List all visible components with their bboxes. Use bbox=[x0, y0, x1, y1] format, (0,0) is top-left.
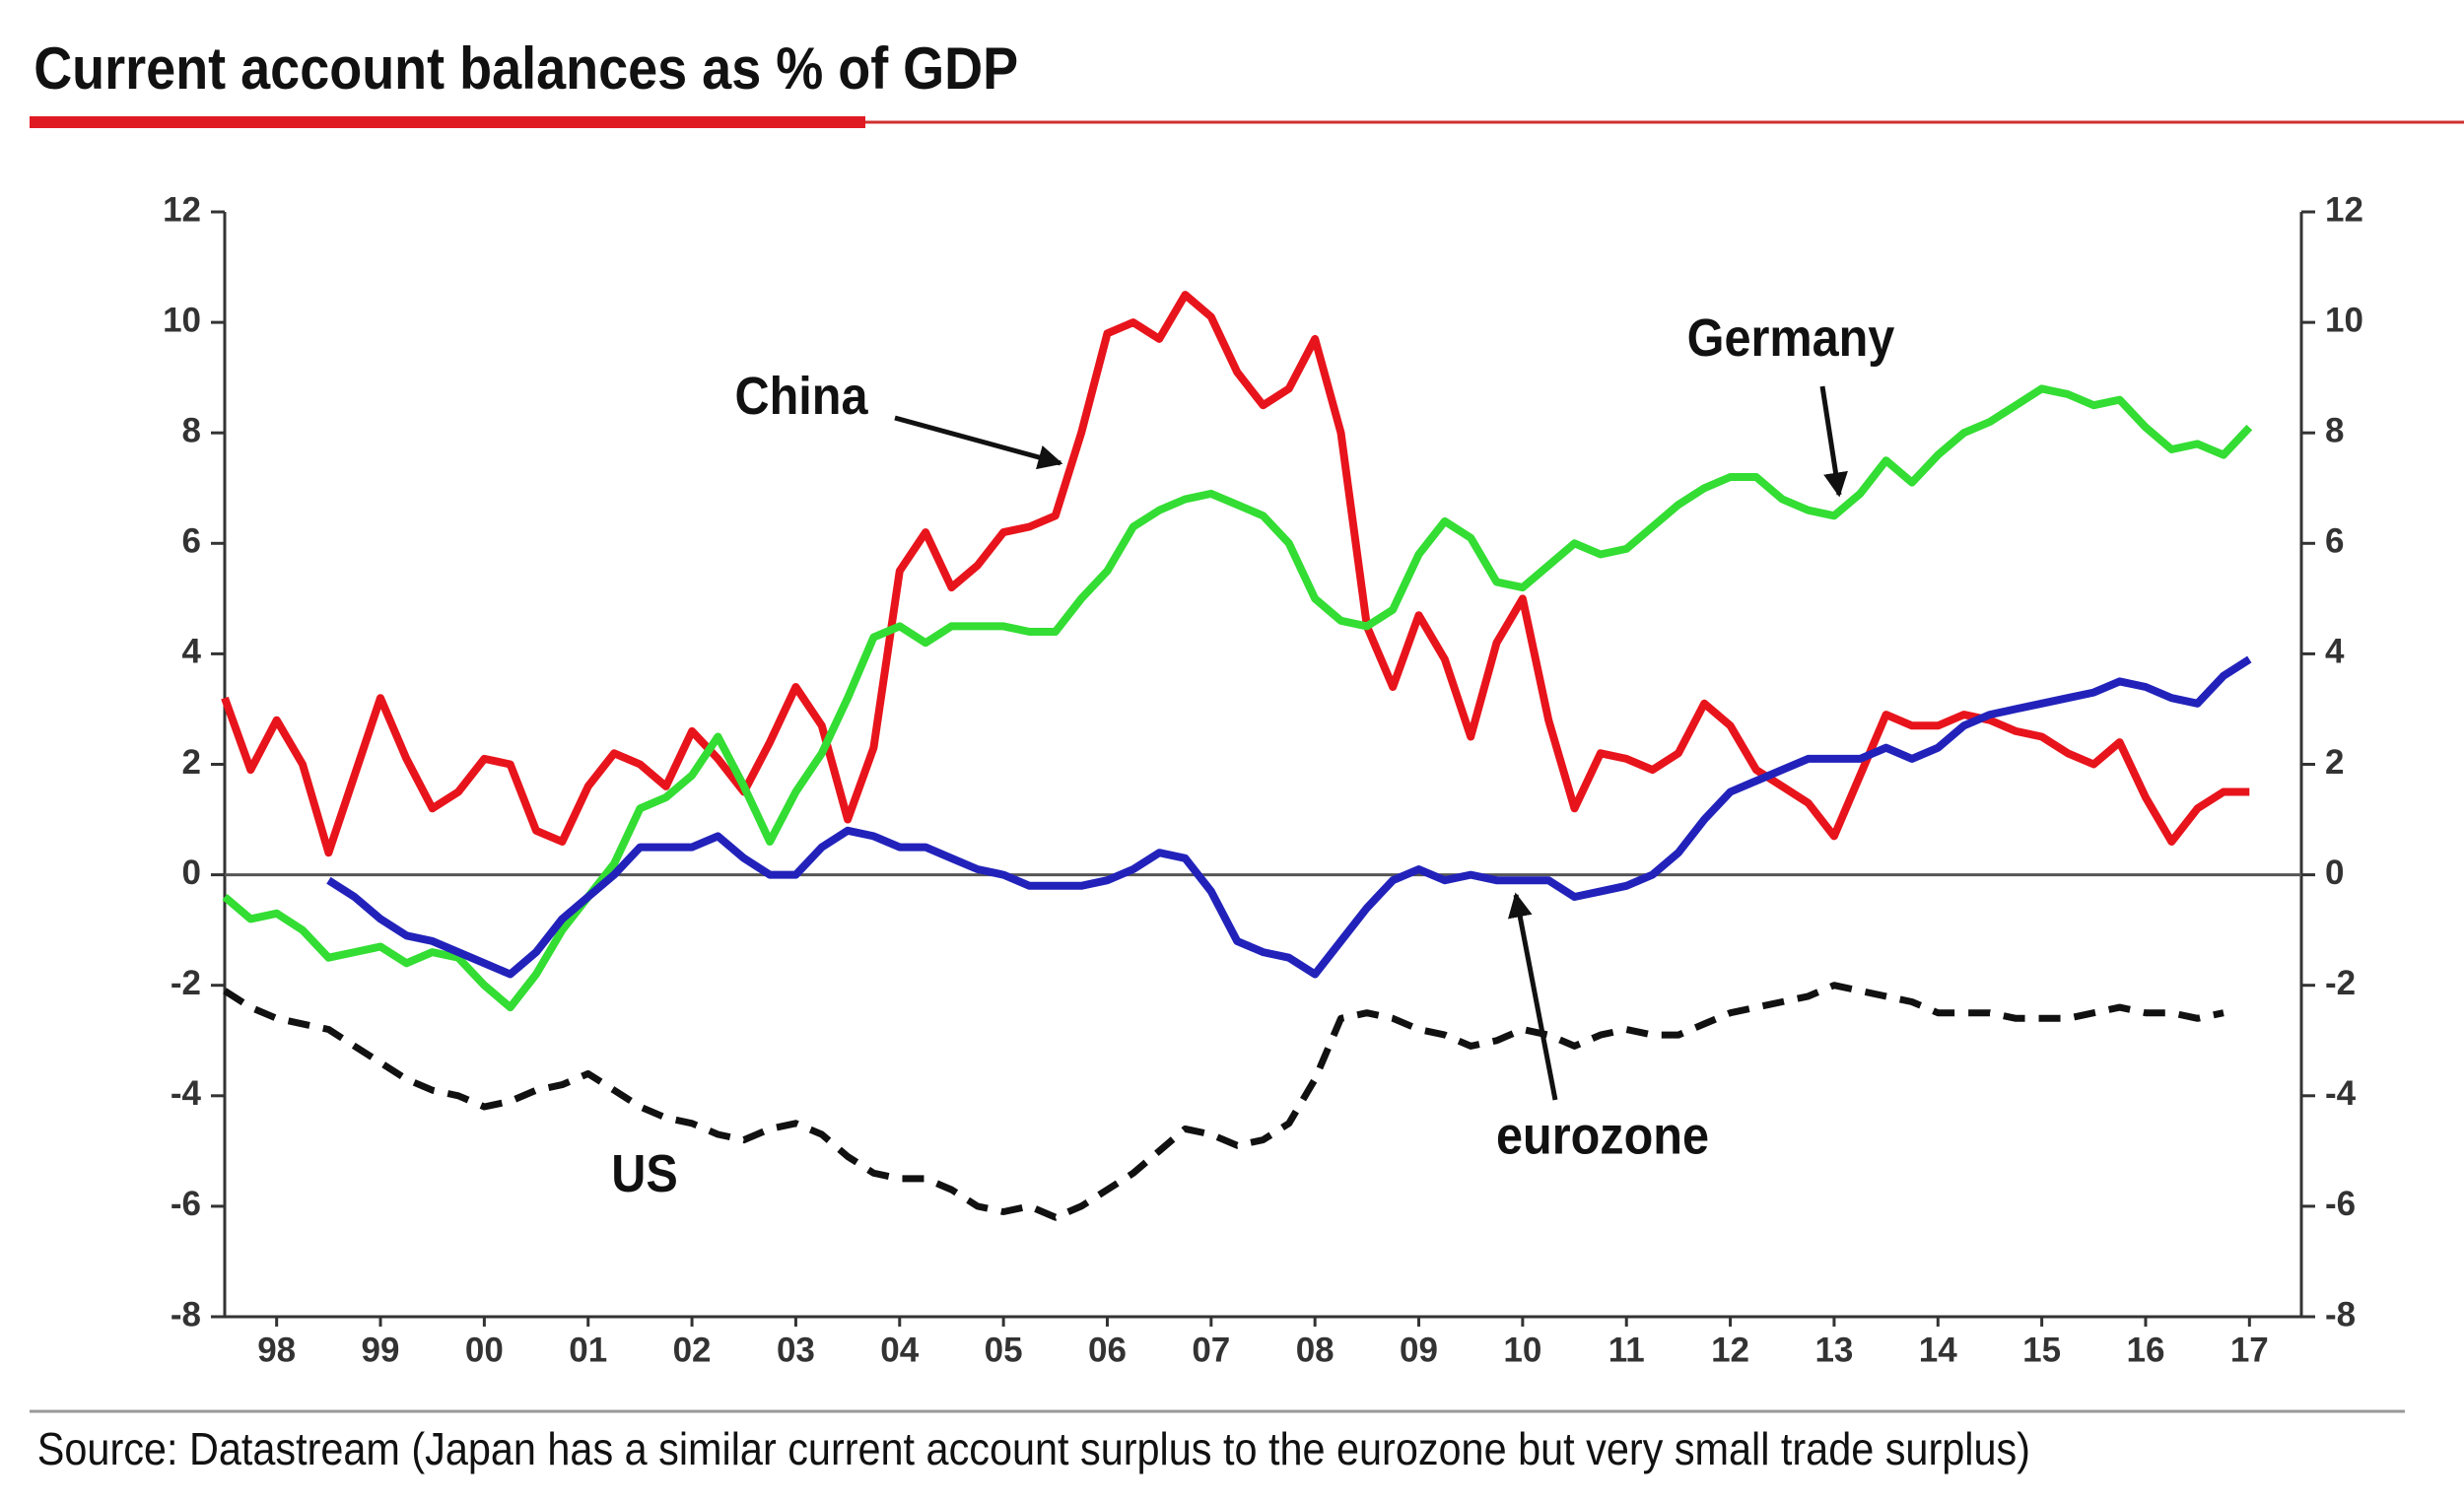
y2-tick-label: 4 bbox=[2325, 633, 2345, 671]
x-tick-label: 11 bbox=[1608, 1331, 1645, 1369]
y2-tick-label: 12 bbox=[2325, 190, 2363, 229]
x-tick-label: 04 bbox=[880, 1331, 919, 1369]
series-line bbox=[221, 291, 2250, 857]
x-tick-label: 03 bbox=[777, 1331, 815, 1369]
y2-tick-label: 10 bbox=[2325, 301, 2363, 339]
y-tick-label: -6 bbox=[171, 1185, 201, 1223]
x-tick-label: 12 bbox=[1711, 1331, 1749, 1369]
annotation-arrow bbox=[1819, 385, 1848, 498]
series-line bbox=[222, 384, 2253, 1012]
x-tick-label: 15 bbox=[2022, 1331, 2061, 1369]
title-underline bbox=[30, 116, 865, 128]
y-tick-label: -8 bbox=[171, 1295, 201, 1333]
x-tick-label: 13 bbox=[1814, 1331, 1853, 1369]
x-tick-label: 17 bbox=[2230, 1331, 2269, 1369]
y-tick-label: 10 bbox=[163, 301, 201, 339]
y2-tick-label: -4 bbox=[2325, 1074, 2357, 1113]
y2-tick-label: -2 bbox=[2325, 964, 2356, 1002]
x-tick-label: 06 bbox=[1088, 1331, 1127, 1369]
y2-tick-label: -8 bbox=[2325, 1295, 2356, 1333]
x-tick-label: 10 bbox=[1503, 1331, 1541, 1369]
annotation-arrow bbox=[894, 415, 1063, 470]
y-tick-label: 12 bbox=[163, 190, 201, 229]
source-note: Source: Datastream (Japan has a similar … bbox=[37, 1424, 2030, 1475]
y2-tick-label: -6 bbox=[2325, 1185, 2356, 1223]
y-tick-label: 8 bbox=[182, 411, 201, 449]
x-tick-label: 16 bbox=[2127, 1331, 2165, 1369]
annotation: Germany bbox=[1687, 307, 1895, 368]
x-tick-label: 08 bbox=[1296, 1331, 1335, 1369]
chart-title: Current account balances as % of GDP bbox=[34, 35, 1018, 102]
y-tick-label: 2 bbox=[182, 743, 201, 782]
x-tick-label: 99 bbox=[362, 1331, 400, 1369]
x-tick-label: 01 bbox=[569, 1331, 607, 1369]
x-tick-label: 09 bbox=[1400, 1331, 1438, 1369]
series-line bbox=[223, 982, 2224, 1221]
annotation: US bbox=[611, 1143, 678, 1203]
y2-tick-label: 6 bbox=[2325, 522, 2344, 561]
x-tick-label: 00 bbox=[465, 1331, 504, 1369]
y2-tick-label: 8 bbox=[2325, 411, 2344, 449]
y-tick-label: -2 bbox=[171, 964, 201, 1002]
y-tick-label: 0 bbox=[182, 854, 201, 892]
annotation: eurozone bbox=[1496, 1105, 1709, 1165]
annotation-arrow bbox=[1507, 892, 1558, 1101]
x-tick-label: 02 bbox=[673, 1331, 712, 1369]
y2-tick-label: 0 bbox=[2325, 854, 2344, 892]
y-tick-label: -4 bbox=[171, 1074, 202, 1113]
y-tick-label: 4 bbox=[182, 633, 202, 671]
series-line bbox=[326, 655, 2252, 979]
x-tick-label: 14 bbox=[1919, 1331, 1957, 1369]
y-tick-label: 6 bbox=[182, 522, 201, 561]
x-tick-label: 98 bbox=[257, 1331, 296, 1369]
x-tick-label: 07 bbox=[1192, 1331, 1230, 1369]
y2-tick-label: 2 bbox=[2325, 743, 2344, 782]
x-tick-label: 05 bbox=[985, 1331, 1023, 1369]
annotation: China bbox=[735, 366, 868, 426]
